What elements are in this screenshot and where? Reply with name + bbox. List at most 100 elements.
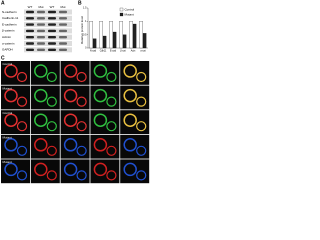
- micrograph: [90, 159, 120, 184]
- band: [26, 42, 34, 45]
- micrograph: [1, 85, 30, 110]
- band: [48, 10, 56, 14]
- lane-label: WT: [28, 5, 33, 9]
- band: [37, 10, 45, 14]
- band: [37, 23, 45, 26]
- legend-swatch: [119, 7, 124, 12]
- tubule: [63, 113, 78, 127]
- legend-swatch: [119, 12, 124, 17]
- bar: [92, 38, 97, 49]
- tubule: [63, 162, 78, 177]
- lane-label: WT: [50, 5, 55, 9]
- micrograph: [1, 61, 30, 85]
- y-tick-label: 0: [85, 47, 87, 50]
- band: [26, 23, 34, 26]
- tubule: [93, 162, 108, 177]
- tubule: [76, 170, 87, 181]
- tubule: [16, 170, 28, 181]
- tubule: [76, 71, 87, 83]
- y-tick-label: 0.5: [83, 33, 87, 36]
- tubule: [123, 113, 137, 127]
- panel-label: B: [78, 0, 82, 6]
- panel-label: C: [1, 55, 5, 61]
- tubule: [16, 96, 28, 107]
- bar: [132, 23, 137, 49]
- x-tick-label: E-cad: [110, 51, 117, 53]
- band: [26, 17, 34, 20]
- row-label: GAPDH: [2, 48, 13, 52]
- band: [59, 17, 67, 20]
- tubule: [123, 162, 137, 177]
- micrograph: [30, 159, 60, 184]
- micrograph: [30, 134, 60, 159]
- y-axis-label: Relative protein level: [80, 16, 84, 44]
- bar: [139, 21, 143, 49]
- band: [48, 29, 56, 33]
- band: [48, 42, 56, 45]
- bar: [129, 21, 133, 49]
- micrograph: [1, 159, 30, 184]
- x-tick-label: Actn: [131, 50, 136, 53]
- band: [26, 10, 34, 14]
- tubule: [123, 138, 137, 152]
- micrograph: [60, 110, 90, 134]
- tubule: [34, 162, 48, 177]
- bar: [89, 21, 93, 49]
- y-tick-label: 1.5: [83, 7, 87, 10]
- band: [26, 36, 34, 39]
- tubule: [46, 96, 57, 107]
- row-label: Mutant: [3, 136, 12, 140]
- tubule: [106, 96, 117, 107]
- tubule: [63, 64, 78, 78]
- x-tick-label: N-cad: [90, 51, 97, 53]
- y-tick-label: 1: [85, 20, 87, 23]
- tubule: [106, 170, 117, 181]
- band: [59, 10, 67, 14]
- figure: A B C Relative protein level WT Mut WT Mut N…: [1, 0, 150, 184]
- bar: [102, 35, 107, 49]
- tubule: [76, 96, 87, 107]
- band: [26, 29, 34, 33]
- micrograph: [90, 85, 120, 110]
- tubule: [4, 88, 18, 103]
- micrograph: [60, 61, 90, 85]
- micrograph: [90, 110, 120, 134]
- tubule: [106, 145, 117, 156]
- micrograph: [60, 134, 90, 159]
- bar: [99, 21, 103, 49]
- micrograph: [1, 110, 30, 134]
- band: [59, 29, 67, 33]
- row-label: N-cadherin: [2, 10, 17, 14]
- band: [59, 23, 67, 26]
- band: [37, 48, 45, 51]
- tubule: [76, 145, 87, 156]
- tubule: [63, 138, 78, 152]
- tubule: [106, 121, 117, 132]
- micrograph: [120, 134, 150, 159]
- micrograph: [30, 61, 60, 85]
- tubule: [136, 121, 147, 132]
- micrograph: [120, 85, 150, 110]
- tubule: [93, 138, 108, 152]
- band: [48, 48, 56, 51]
- row-label: Control: [3, 111, 13, 115]
- lane-label: Mut: [38, 5, 43, 9]
- bar: [142, 33, 147, 49]
- row-label: Cadherin-11: [2, 16, 19, 20]
- row-label: β-catenin: [2, 29, 15, 33]
- tubule: [46, 170, 57, 181]
- tubule: [106, 71, 117, 83]
- band: [59, 36, 67, 39]
- tubule: [136, 145, 147, 156]
- tubule: [16, 145, 28, 156]
- tubule: [46, 71, 57, 83]
- tubule: [123, 64, 137, 78]
- lane-label: Mut: [60, 5, 65, 9]
- bar: [109, 21, 113, 49]
- tubule: [4, 138, 18, 152]
- row-label: Mutant: [3, 86, 12, 90]
- band: [37, 42, 45, 45]
- band: [59, 42, 67, 45]
- bar: [119, 21, 123, 49]
- micrograph: [30, 110, 60, 134]
